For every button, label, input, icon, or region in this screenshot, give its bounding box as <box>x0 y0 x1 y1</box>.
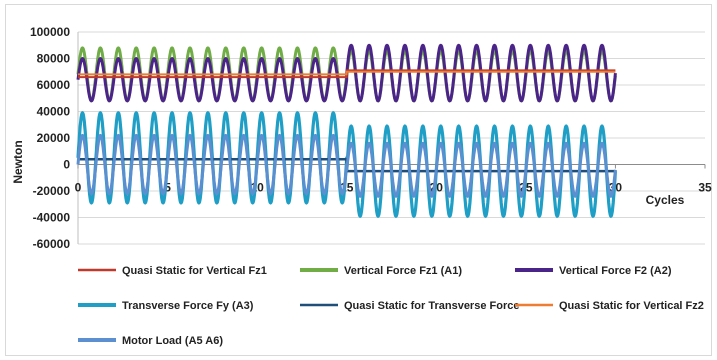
legend-label: Motor Load (A5 A6) <box>122 335 223 347</box>
y-axis-title: Newton <box>11 140 25 183</box>
legend-label: Vertical Force Fz1 (A1) <box>344 265 462 277</box>
legend-label: Vertical Force F2 (A2) <box>559 265 672 277</box>
legend-label: Quasi Static for Vertical Fz2 <box>559 300 704 312</box>
x-tick-label: 35 <box>698 181 712 195</box>
legend-label: Transverse Force Fy (A3) <box>122 300 254 312</box>
y-tick-label: 60000 <box>37 78 71 92</box>
y-tick-label: 100000 <box>30 25 70 39</box>
series-line-6 <box>76 133 617 198</box>
y-tick-label: 0 <box>63 158 70 172</box>
series-line-5 <box>78 70 616 76</box>
y-tick-label: -60000 <box>33 237 71 251</box>
x-axis-title: Cycles <box>646 193 685 207</box>
y-tick-label: -20000 <box>33 184 71 198</box>
legend: Quasi Static for Vertical Fz1 Vertical Fo… <box>78 265 704 347</box>
legend-label: Quasi Static for Transverse Force <box>344 300 519 312</box>
y-tick-label: 40000 <box>37 105 71 119</box>
x-tick-label: 0 <box>75 181 82 195</box>
y-tick-label: 80000 <box>37 52 71 66</box>
x-tick-label: 5 <box>164 181 171 195</box>
grid <box>78 31 705 245</box>
y-tick-label: -40000 <box>33 211 71 225</box>
series-lines <box>76 43 617 218</box>
legend-label: Quasi Static for Vertical Fz1 <box>122 265 267 277</box>
axes: -60000 -40000 -20000 0 20000 40000 60000 80000 1… <box>30 25 712 251</box>
y-tick-label: 20000 <box>37 131 71 145</box>
